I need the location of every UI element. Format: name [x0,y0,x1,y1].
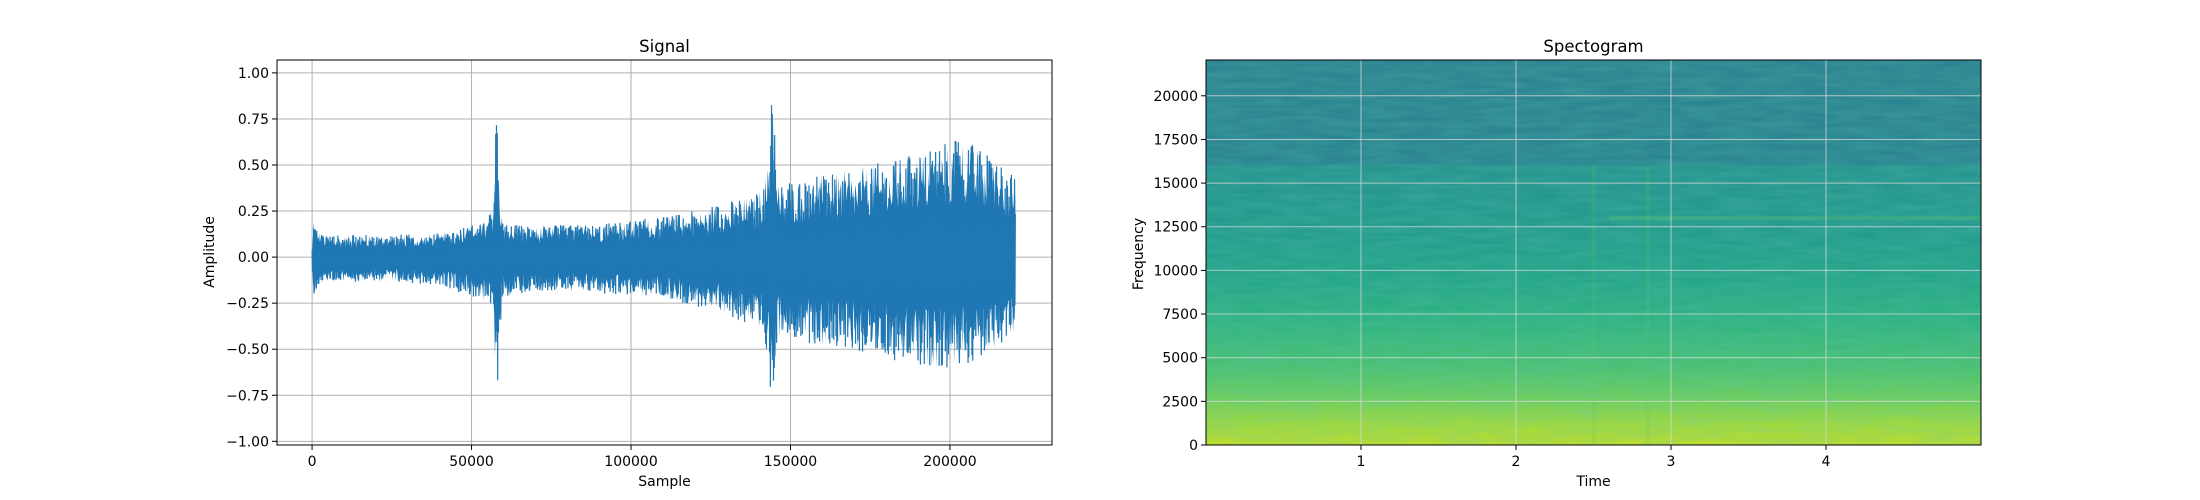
signal-y-tick-label: 0.00 [238,250,269,266]
signal-title: Signal [639,37,690,56]
spectrogram-x-axis: 1 2 3 4 [1357,445,1831,470]
spectrogram-x-tick-label: 1 [1357,454,1366,470]
spectrogram-y-tick-label: 17500 [1153,132,1198,148]
spectrogram-x-axis-label: Time [1575,474,1610,490]
signal-x-tick-label: 50000 [449,454,494,470]
signal-y-axis: −1.00 −0.75 −0.50 −0.25 0.00 0.25 0.50 0.75 1.00 [226,66,277,450]
spectrogram-x-tick-label: 2 [1512,454,1521,470]
spectrogram-chart: 1 2 3 4 0 2500 5000 7500 10000 12500 15000 17500 20… [1131,37,1982,490]
signal-y-tick-label: 1.00 [238,66,269,82]
signal-y-tick-label: −0.50 [226,342,269,358]
spectrogram-x-tick-label: 4 [1822,454,1831,470]
spectrogram-y-tick-label: 2500 [1162,394,1198,410]
spectrogram-features [1591,165,1981,445]
signal-series-line [311,105,1016,387]
spectrogram-grid [1206,60,1981,445]
signal-y-tick-label: −0.25 [226,296,269,312]
spectrogram-y-tick-label: 10000 [1153,263,1198,279]
signal-y-tick-label: 0.75 [238,112,269,128]
signal-chart: 0 50000 100000 150000 200000 −1.00 −0.75 −0.50… [202,37,1053,490]
signal-x-tick-label: 100000 [604,454,657,470]
spectrogram-texture [1206,60,1981,445]
signal-x-axis: 0 50000 100000 150000 200000 [308,445,977,470]
signal-y-tick-label: −0.75 [226,388,269,404]
signal-y-axis-label: Amplitude [202,216,218,288]
signal-y-tick-label: 0.25 [238,204,269,220]
spectrogram-y-tick-label: 12500 [1153,220,1198,236]
signal-x-axis-label: Sample [638,474,691,490]
spectrogram-y-axis: 0 2500 5000 7500 10000 12500 15000 17500 20000 [1153,89,1206,454]
spectrogram-y-tick-label: 20000 [1153,89,1198,105]
spectrogram-y-tick-label: 7500 [1162,307,1198,323]
signal-axes-frame [276,59,1053,446]
spectrogram-transient [1591,165,1596,445]
spectrogram-axes-frame [1205,59,1982,446]
signal-x-tick-label: 200000 [923,454,976,470]
spectrogram-transient [1645,165,1650,445]
signal-y-tick-label: 0.50 [238,158,269,174]
signal-x-tick-label: 0 [308,454,317,470]
spectrogram-tone-line [1609,216,1981,221]
spectrogram-x-tick-label: 3 [1667,454,1676,470]
spectrogram-y-tick-label: 5000 [1162,351,1198,367]
spectrogram-title: Spectogram [1543,37,1643,56]
spectrogram-y-tick-label: 0 [1189,438,1198,454]
signal-x-tick-label: 150000 [764,454,817,470]
signal-y-tick-label: −1.00 [226,434,269,450]
spectrogram-y-axis-label: Frequency [1131,218,1147,290]
spectrogram-y-tick-label: 15000 [1153,176,1198,192]
